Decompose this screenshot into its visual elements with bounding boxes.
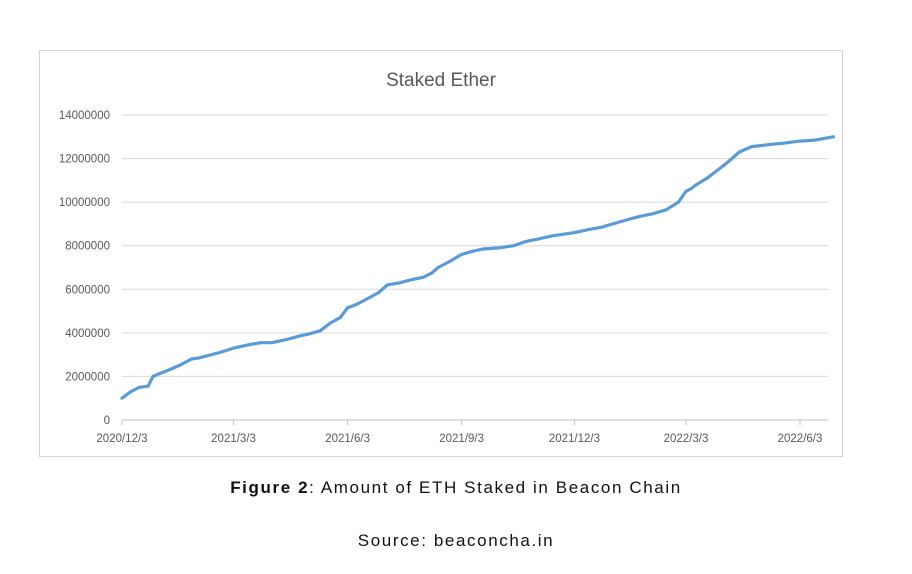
data-point — [471, 249, 475, 253]
data-point — [725, 161, 729, 165]
data-point — [535, 237, 539, 241]
data-point — [385, 283, 389, 287]
data-point — [297, 334, 301, 338]
data-point — [626, 218, 630, 222]
data-point — [781, 141, 784, 145]
data-point — [430, 271, 434, 275]
x-tick-label: 2021/6/3 — [325, 433, 370, 445]
y-tick-label: 0 — [104, 415, 110, 427]
data-point — [270, 341, 274, 345]
data-point — [587, 228, 591, 231]
data-point — [690, 186, 694, 190]
data-point — [167, 368, 171, 372]
data-point — [677, 200, 680, 204]
data-point — [146, 384, 150, 388]
y-tick-label: 10000000 — [59, 197, 110, 209]
data-point — [307, 332, 311, 336]
series-layer — [120, 135, 836, 400]
data-point — [151, 375, 155, 378]
data-point — [481, 247, 485, 251]
data-point — [750, 145, 754, 148]
series-line-staked-ether — [120, 135, 836, 400]
data-point — [611, 222, 615, 226]
data-point — [832, 135, 835, 139]
data-point — [367, 296, 371, 300]
source-caption: Source: beaconcha.in — [357, 531, 555, 550]
data-point — [285, 338, 289, 341]
data-point — [197, 356, 201, 360]
data-point — [247, 343, 250, 347]
data-point — [318, 329, 322, 333]
data-point — [715, 169, 719, 172]
x-tick-label: 2022/6/3 — [778, 433, 823, 445]
figure-caption-text: : Amount of ETH Staked in Beacon Chain — [309, 478, 682, 497]
data-point — [573, 231, 576, 235]
data-point — [354, 303, 358, 306]
x-tick-label: 2021/12/3 — [549, 433, 600, 445]
y-tick-label: 8000000 — [65, 241, 110, 253]
data-point — [259, 341, 263, 345]
data-point — [346, 306, 349, 310]
y-axis: 0 2000000 4000000 6000000 8000000 10000000 120… — [59, 110, 110, 427]
data-point — [798, 139, 802, 143]
data-point — [421, 275, 425, 279]
data-point — [512, 244, 516, 248]
y-tick-label: 2000000 — [65, 371, 110, 383]
y-tick-label: 4000000 — [65, 328, 110, 340]
figure-caption: Figure 2: Amount of ETH Staked in Beacon… — [0, 478, 912, 498]
figure-label: Figure 2 — [230, 478, 310, 497]
data-point — [129, 390, 133, 394]
data-point — [768, 143, 772, 146]
data-point — [524, 240, 528, 243]
data-point — [156, 372, 160, 376]
data-point — [737, 150, 741, 154]
data-point — [377, 291, 380, 294]
data-point — [398, 281, 401, 285]
data-point — [638, 214, 642, 218]
data-point — [190, 357, 193, 361]
y-tick-label: 14000000 — [59, 110, 110, 122]
y-tick-label: 6000000 — [65, 284, 110, 296]
chart-frame: Staked Ether 0 2000000 4000000 6000000 80000… — [39, 50, 843, 457]
x-tick-label: 2020/12/3 — [96, 433, 147, 445]
data-point — [410, 278, 414, 281]
data-point — [693, 184, 696, 188]
data-point — [460, 253, 463, 256]
x-axis: 2020/12/3 2021/3/3 2021/6/3 2021/9/3 2021/12… — [96, 419, 828, 445]
data-point — [138, 385, 141, 389]
data-point — [449, 259, 452, 263]
data-point — [813, 138, 817, 142]
data-point — [600, 225, 604, 229]
data-point — [649, 212, 653, 216]
data-point — [550, 234, 554, 238]
data-point — [760, 144, 763, 147]
data-point — [120, 396, 124, 400]
data-point — [218, 351, 222, 354]
data-point — [338, 316, 342, 319]
chart-title: Staked Ether — [386, 70, 497, 91]
data-point — [705, 176, 709, 180]
x-tick-label: 2022/3/3 — [664, 433, 709, 445]
data-point — [180, 363, 183, 366]
data-point — [497, 246, 501, 250]
y-tick-label: 12000000 — [59, 154, 110, 166]
line-chart: Staked Ether 0 2000000 4000000 6000000 80000… — [59, 70, 836, 445]
x-tick-label: 2021/3/3 — [211, 433, 256, 445]
data-point — [206, 354, 209, 358]
data-point — [684, 189, 688, 193]
data-point — [825, 136, 829, 140]
data-point — [232, 346, 236, 350]
data-point — [328, 321, 332, 325]
x-tick-label: 2021/9/3 — [439, 433, 484, 445]
gridlines — [122, 114, 828, 377]
data-point — [436, 266, 440, 269]
data-point — [664, 208, 668, 212]
